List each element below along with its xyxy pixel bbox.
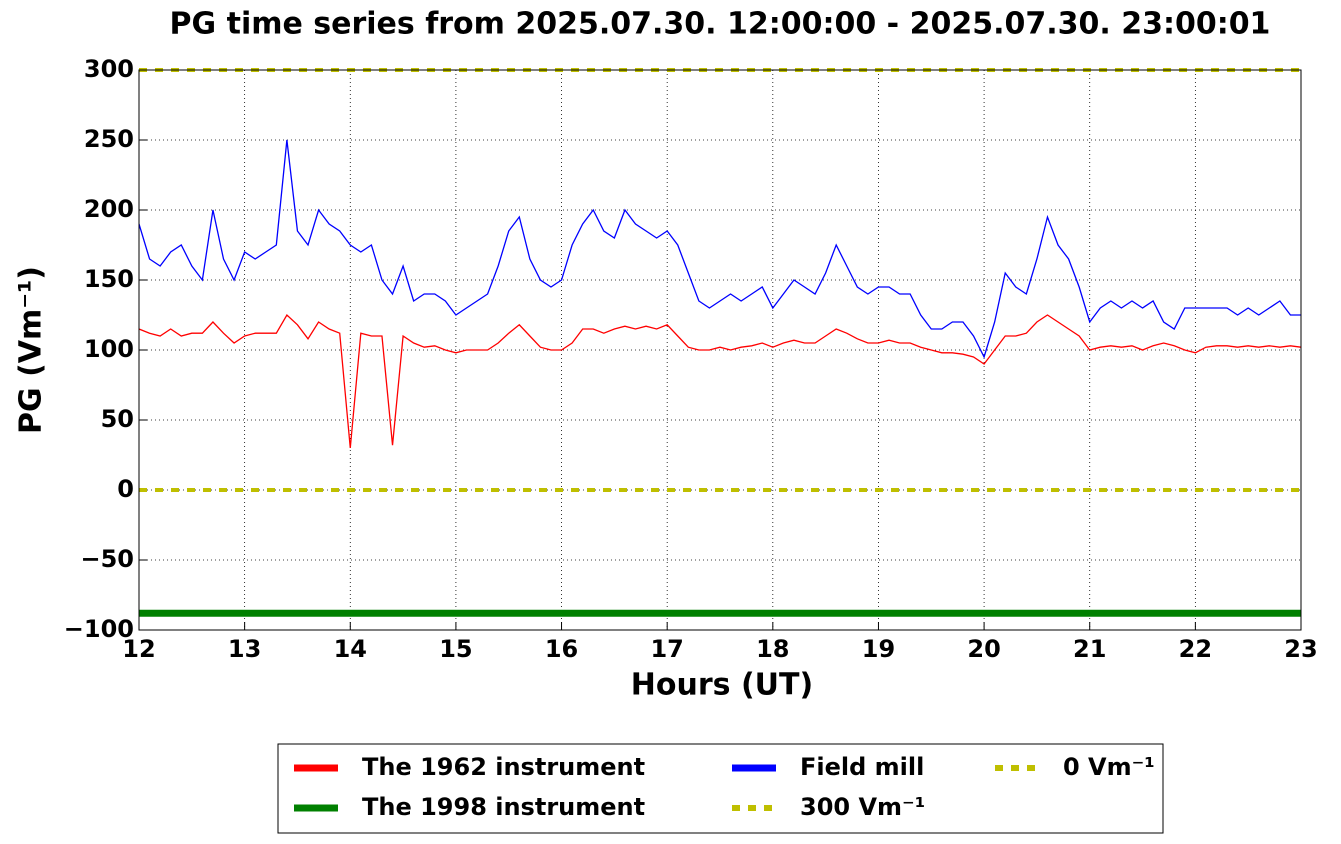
y-tick-label: 200 [84,195,134,223]
legend-box [277,743,1164,834]
x-tick-label: 22 [1179,635,1212,663]
y-tick-label: 150 [84,265,134,293]
y-tick-label: −50 [80,545,134,573]
x-tick-label: 13 [228,635,261,663]
data-line [139,139,1301,359]
y-tick-label: 50 [101,405,134,433]
y-tick-label: −100 [64,615,134,643]
legend-label: 300 Vm⁻¹ [800,793,925,821]
x-tick-label: 17 [650,635,683,663]
x-tick-label: 21 [1073,635,1106,663]
y-axis-label: PG (Vm⁻¹) [14,266,49,434]
legend-label: 0 Vm⁻¹ [1063,753,1155,781]
x-tick-label: 23 [1284,635,1317,663]
x-tick-label: 18 [756,635,789,663]
x-tick-label: 19 [862,635,895,663]
plot-frame [138,69,1302,631]
legend-label: The 1962 instrument [362,753,645,781]
legend-label: Field mill [800,753,924,781]
x-tick-label: 14 [334,635,367,663]
chart-title: PG time series from 2025.07.30. 12:00:00… [170,7,1271,42]
data-line [139,313,1301,449]
y-tick-label: 300 [84,55,134,83]
x-axis-label: Hours (UT) [631,668,813,703]
x-tick-label: 15 [439,635,472,663]
legend-label: The 1998 instrument [362,793,645,821]
x-tick-label: 16 [545,635,578,663]
x-tick-label: 12 [122,635,155,663]
y-tick-label: 250 [84,125,134,153]
y-tick-label: 100 [84,335,134,363]
y-tick-label: 0 [117,475,134,503]
x-tick-label: 20 [967,635,1000,663]
